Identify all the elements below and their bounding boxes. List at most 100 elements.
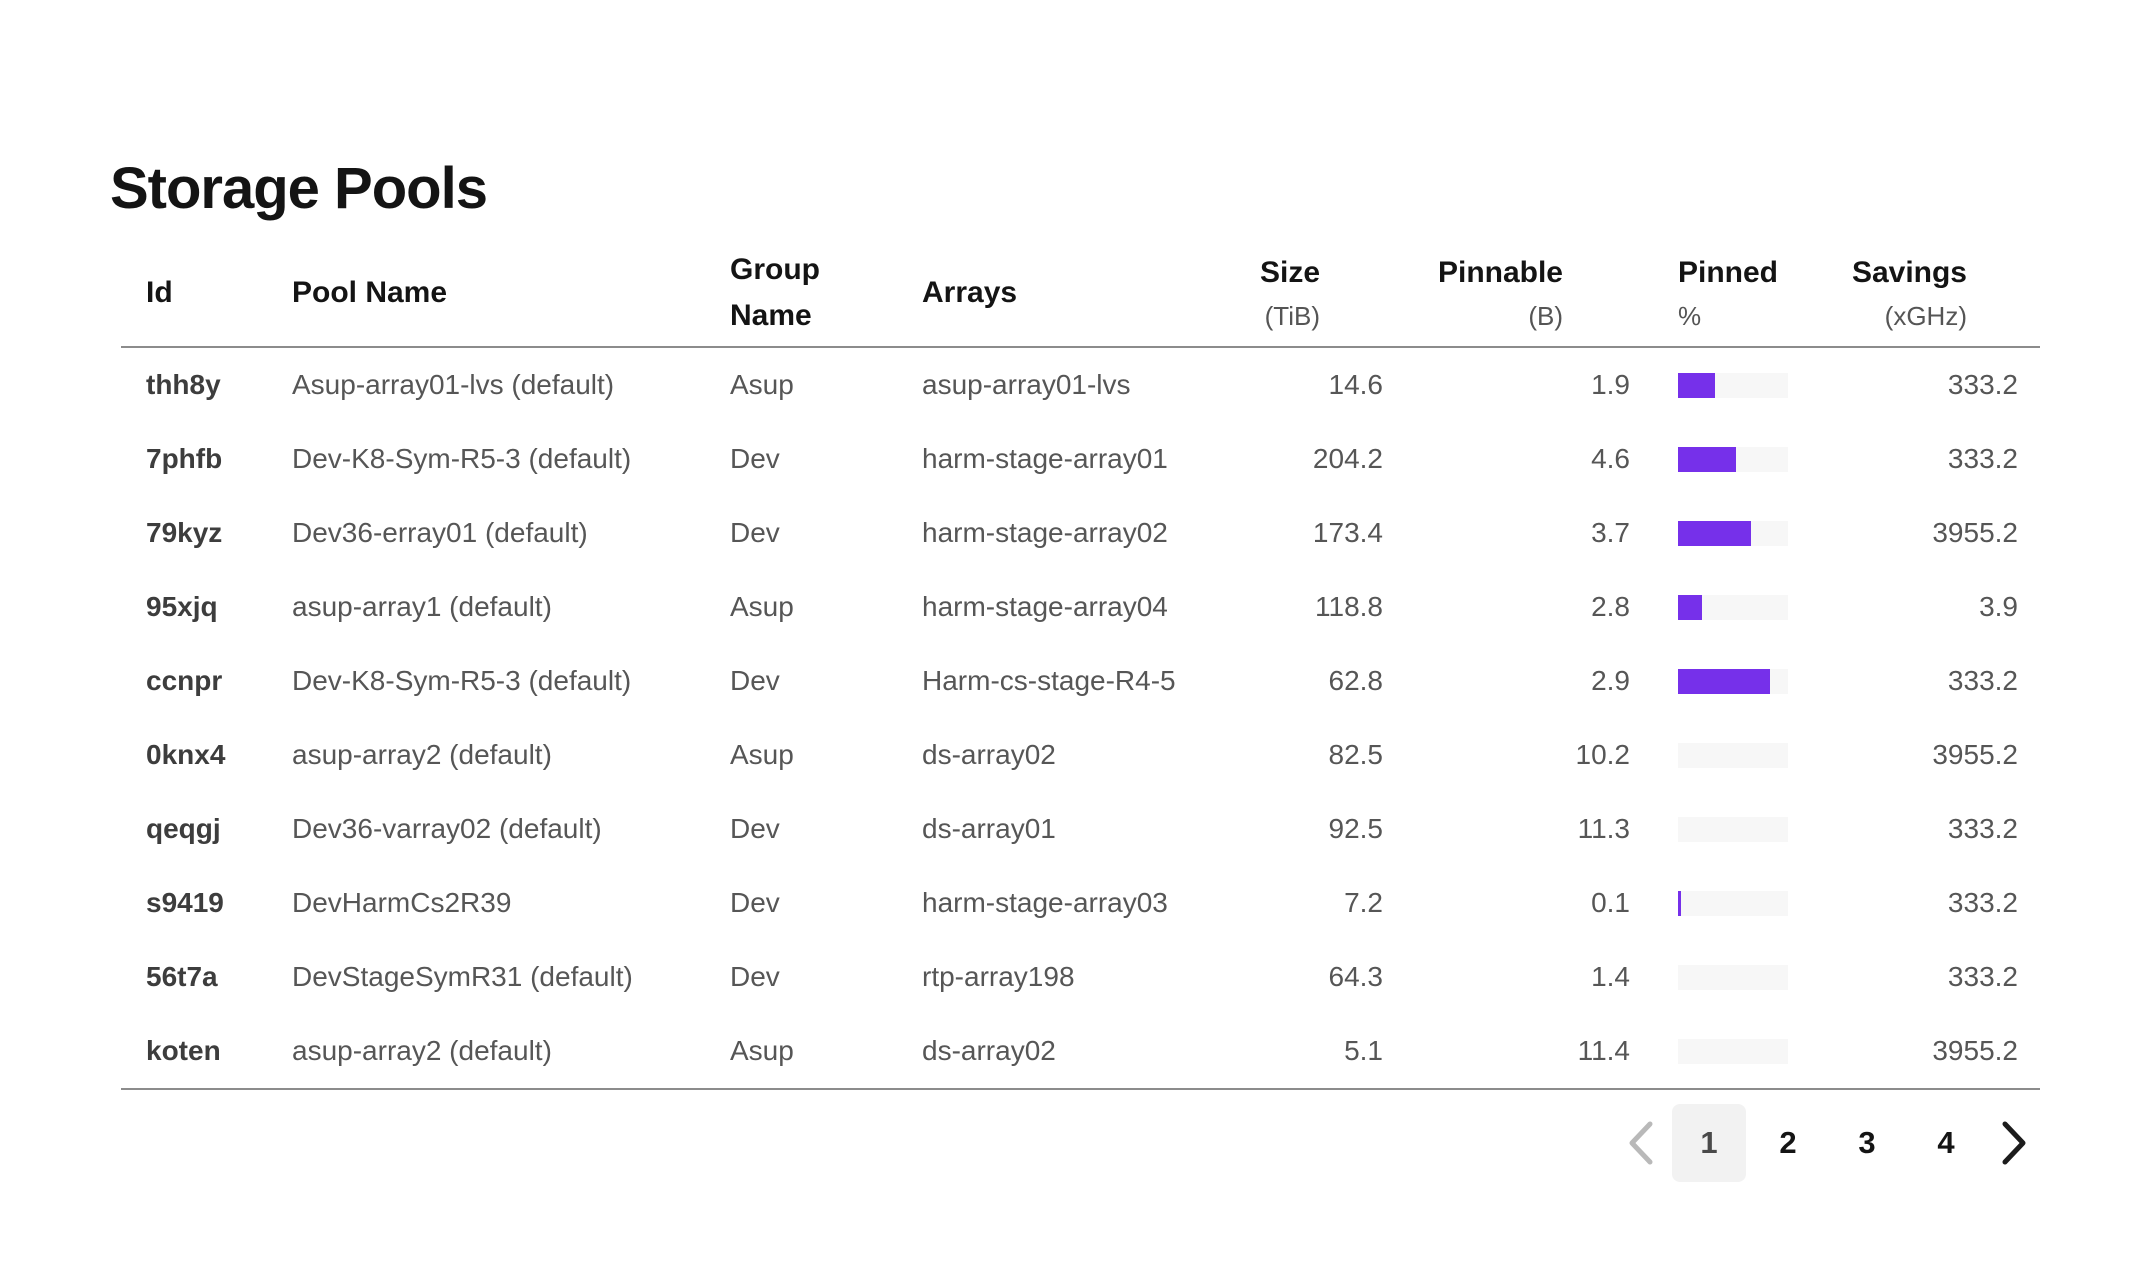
- cell-pinnable: 0.1: [1591, 887, 1630, 918]
- table-row[interactable]: ccnpr Dev-K8-Sym-R5-3 (default) Dev Harm…: [121, 644, 2040, 718]
- cell-group-name: Dev: [730, 665, 780, 696]
- column-header-unit: (xGHz): [1884, 301, 1967, 331]
- cell-size: 118.8: [1315, 591, 1383, 622]
- cell-savings: 3955.2: [1932, 517, 2018, 548]
- cell-id: koten: [146, 1035, 221, 1066]
- table-row[interactable]: 79kyz Dev36-erray01 (default) Dev harm-s…: [121, 496, 2040, 570]
- cell-savings: 333.2: [1947, 443, 2018, 474]
- cell-savings: 3.9: [1979, 591, 2018, 622]
- cell-pinned-bar: [1640, 668, 1798, 694]
- cell-id: 7phfb: [146, 443, 223, 474]
- cell-size: 82.5: [1328, 739, 1384, 770]
- page-title: Storage Pools: [110, 155, 488, 221]
- column-header-label: Group Name: [730, 253, 820, 332]
- cell-arrays: harm-stage-array03: [922, 887, 1168, 918]
- table-row[interactable]: s9419 DevHarmCs2R39 Dev harm-stage-array…: [121, 866, 2040, 940]
- cell-group-name: Asup: [730, 1035, 794, 1066]
- cell-arrays: ds-array02: [922, 1035, 1056, 1066]
- cell-id: ccnpr: [146, 665, 223, 696]
- next-page-button[interactable]: [1988, 1104, 2040, 1182]
- page-button-3[interactable]: 3: [1858, 1125, 1876, 1160]
- column-header-pinnable: Pinnable (B): [1390, 240, 1640, 346]
- column-header-label: Pinned: [1678, 256, 1779, 289]
- cell-pool-name: Asup-array01-lvs (default): [292, 369, 615, 400]
- column-header-pinned: Pinned %: [1640, 240, 1798, 346]
- cell-savings: 3955.2: [1932, 1035, 2018, 1066]
- table-row[interactable]: 95xjq asup-array1 (default) Asup harm-st…: [121, 570, 2040, 644]
- page-button-1[interactable]: 1: [1672, 1104, 1746, 1182]
- page-button-4[interactable]: 4: [1937, 1125, 1955, 1160]
- cell-size: 7.2: [1344, 887, 1383, 918]
- previous-page-button[interactable]: [1615, 1104, 1667, 1182]
- cell-size: 5.1: [1344, 1035, 1383, 1066]
- table-row[interactable]: 7phfb Dev-K8-Sym-R5-3 (default) Dev harm…: [121, 422, 2040, 496]
- cell-pool-name: DevStageSymR31 (default): [292, 961, 633, 992]
- column-header-label: Pinnable: [1437, 256, 1563, 289]
- pinned-bar-fill: [1678, 594, 1703, 620]
- cell-pinned-bar: [1640, 816, 1798, 842]
- cell-group-name: Asup: [730, 591, 794, 622]
- cell-arrays: rtp-array198: [922, 961, 1075, 992]
- cell-group-name: Dev: [730, 443, 780, 474]
- cell-savings: 333.2: [1947, 961, 2018, 992]
- column-header-label: Id: [146, 276, 173, 309]
- cell-size: 204.2: [1312, 443, 1383, 474]
- cell-arrays: harm-stage-array01: [922, 443, 1168, 474]
- column-header-arrays: Arrays: [922, 240, 1190, 346]
- column-header-unit: (TiB): [1264, 301, 1320, 331]
- pinned-bar-fill: [1678, 446, 1737, 472]
- column-header-label: Savings: [1851, 256, 1967, 289]
- cell-size: 62.8: [1328, 665, 1384, 696]
- pinned-bar-fill: [1678, 372, 1716, 398]
- column-header-unit: %: [1678, 301, 1702, 331]
- cell-pinnable: 10.2: [1575, 739, 1631, 770]
- table-row[interactable]: koten asup-array2 (default) Asup ds-arra…: [121, 1014, 2040, 1088]
- column-header-savings: Savings (xGHz): [1798, 240, 2040, 346]
- table-row[interactable]: thh8y Asup-array01-lvs (default) Asup as…: [121, 348, 2040, 422]
- cell-group-name: Dev: [730, 813, 780, 844]
- cell-pinnable: 1.4: [1591, 961, 1630, 992]
- table-row[interactable]: 56t7a DevStageSymR31 (default) Dev rtp-a…: [121, 940, 2040, 1014]
- cell-size: 92.5: [1328, 813, 1384, 844]
- pinned-bar-track: [1678, 964, 1788, 990]
- cell-size: 14.6: [1328, 369, 1384, 400]
- column-header-label: Pool Name: [292, 276, 448, 309]
- cell-group-name: Dev: [730, 887, 780, 918]
- cell-arrays: asup-array01-lvs: [922, 369, 1131, 400]
- pinned-bar-track: [1678, 668, 1788, 694]
- cell-size: 173.4: [1312, 517, 1383, 548]
- column-header-label: Size: [1259, 256, 1320, 289]
- pagination: 1 2 3 4: [121, 1104, 2040, 1182]
- cell-group-name: Asup: [730, 369, 794, 400]
- cell-pinnable: 11.4: [1577, 1035, 1630, 1066]
- cell-arrays: ds-array01: [922, 813, 1056, 844]
- pinned-bar-track: [1678, 446, 1788, 472]
- pinned-bar-track: [1678, 890, 1788, 916]
- column-header-unit: (B): [1528, 301, 1563, 331]
- cell-savings: 3955.2: [1932, 739, 2018, 770]
- table-row[interactable]: 0knx4 asup-array2 (default) Asup ds-arra…: [121, 718, 2040, 792]
- cell-id: 56t7a: [146, 961, 218, 992]
- table-header-row: Id Pool Name Group Name Arrays Size (TiB…: [121, 240, 2040, 348]
- cell-group-name: Dev: [730, 961, 780, 992]
- cell-pinned-bar: [1640, 890, 1798, 916]
- cell-savings: 333.2: [1947, 665, 2018, 696]
- cell-pool-name: Dev-K8-Sym-R5-3 (default): [292, 443, 632, 474]
- pinned-bar-track: [1678, 816, 1788, 842]
- table-row[interactable]: qeqgj Dev36-varray02 (default) Dev ds-ar…: [121, 792, 2040, 866]
- column-header-id: Id: [121, 240, 292, 346]
- cell-pool-name: DevHarmCs2R39: [292, 887, 512, 918]
- cell-arrays: harm-stage-array04: [922, 591, 1168, 622]
- pinned-bar-track: [1678, 742, 1788, 768]
- cell-pinnable: 1.9: [1591, 369, 1630, 400]
- cell-pool-name: Dev36-varray02 (default): [292, 813, 602, 844]
- chevron-left-icon: [1629, 1121, 1653, 1165]
- pinned-bar-track: [1678, 372, 1788, 398]
- cell-pinnable: 11.3: [1577, 813, 1630, 844]
- cell-pool-name: asup-array1 (default): [292, 591, 552, 622]
- cell-pinned-bar: [1640, 1038, 1798, 1064]
- cell-pinned-bar: [1640, 964, 1798, 990]
- storage-pools-table: Id Pool Name Group Name Arrays Size (TiB…: [121, 240, 2040, 1182]
- page-button-2[interactable]: 2: [1779, 1125, 1797, 1160]
